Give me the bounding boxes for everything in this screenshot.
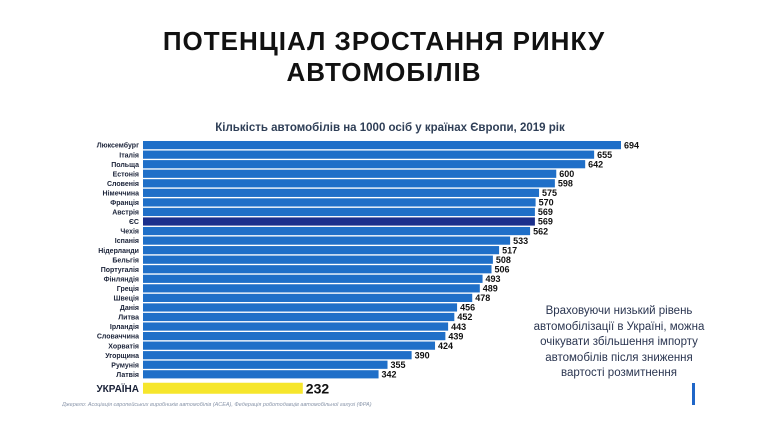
- category-label: Румунія: [111, 361, 139, 369]
- bar-19: [143, 322, 449, 331]
- category-label: Чехія: [120, 228, 139, 236]
- value-label: 478: [475, 293, 490, 303]
- value-label: 355: [391, 360, 406, 370]
- category-label: УКРАЇНА: [96, 382, 139, 395]
- bar-2: [143, 160, 586, 169]
- category-label: Словаччина: [97, 334, 139, 341]
- category-label: Іспанія: [115, 237, 139, 245]
- value-label: 642: [588, 159, 603, 169]
- accent-bar: [692, 383, 695, 405]
- category-label: Португалія: [101, 266, 139, 274]
- value-label: 390: [415, 350, 430, 360]
- value-label: 600: [559, 169, 574, 179]
- bar-13: [143, 265, 492, 274]
- category-label: Хорватія: [108, 342, 139, 350]
- value-label: 424: [438, 341, 453, 351]
- category-label: Італія: [119, 151, 139, 159]
- bar-17: [143, 303, 458, 312]
- value-label: 489: [483, 284, 498, 294]
- category-label: Франція: [110, 199, 139, 207]
- bar-0: [143, 141, 621, 150]
- value-label: 575: [542, 188, 557, 198]
- category-label: Німеччина: [103, 189, 140, 197]
- note-text: Враховуючи низький рівень автомобілізаці…: [533, 305, 705, 379]
- value-label: 452: [457, 312, 472, 322]
- bar-14: [143, 274, 483, 283]
- category-label: Ірландія: [110, 323, 139, 331]
- bar-1: [143, 150, 595, 159]
- category-label: Фінляндія: [104, 275, 139, 283]
- bar-25: [143, 382, 303, 394]
- category-label: Угорщина: [105, 353, 139, 360]
- category-label: Словенія: [107, 180, 139, 188]
- bar-6: [143, 198, 536, 207]
- category-label: Естонія: [113, 170, 139, 178]
- page-title: ПОТЕНЦІАЛ ЗРОСТАННЯ РИНКУ АВТОМОБІЛІВ: [0, 26, 768, 88]
- bar-18: [143, 312, 455, 322]
- category-label: Бельгія: [112, 256, 139, 264]
- value-label: 506: [495, 264, 510, 274]
- value-label: 562: [533, 226, 548, 236]
- bar-4: [143, 179, 555, 188]
- category-label: Данія: [120, 304, 139, 312]
- category-label: Литва: [118, 315, 139, 322]
- value-label: 508: [496, 255, 511, 265]
- value-label: 569: [538, 217, 553, 227]
- category-label: Швеція: [114, 295, 139, 303]
- category-label: ЄС: [129, 219, 139, 226]
- bar-8: [143, 217, 535, 226]
- category-label: Австрія: [112, 209, 139, 217]
- bar-5: [143, 188, 540, 197]
- bar-10: [143, 236, 511, 245]
- value-label: 342: [382, 370, 397, 380]
- bar-15: [143, 284, 480, 293]
- bar-22: [143, 351, 412, 360]
- value-label: 517: [502, 245, 517, 255]
- source-footnote: Джерело: Асоціація європейських виробник…: [62, 402, 372, 408]
- value-label: 655: [597, 150, 612, 160]
- value-label: 569: [538, 207, 553, 217]
- category-label: Польща: [111, 162, 139, 169]
- bar-24: [143, 370, 379, 379]
- bar-21: [143, 341, 436, 350]
- page-title-line-2: АВТОМОБІЛІВ: [286, 57, 482, 87]
- value-label: 232: [306, 380, 330, 396]
- bar-11: [143, 246, 500, 255]
- category-label: Нідерланди: [98, 247, 139, 255]
- bar-23: [143, 360, 388, 369]
- value-label: 443: [451, 322, 466, 332]
- bar-20: [143, 332, 446, 341]
- bar-12: [143, 255, 493, 264]
- chart-title: Кількість автомобілів на 1000 осіб у кра…: [215, 122, 565, 134]
- category-label: Люксембург: [97, 142, 139, 150]
- value-label: 456: [460, 303, 475, 313]
- value-label: 439: [448, 331, 463, 341]
- page-title-line-1: ПОТЕНЦІАЛ ЗРОСТАННЯ РИНКУ: [162, 26, 606, 56]
- value-label: 570: [539, 198, 554, 208]
- bar-9: [143, 226, 531, 236]
- category-label: Латвія: [116, 371, 139, 379]
- bar-7: [143, 207, 535, 217]
- value-label: 598: [558, 179, 573, 189]
- bar-16: [143, 293, 473, 302]
- value-label: 694: [624, 140, 639, 150]
- bar-3: [143, 169, 557, 178]
- value-label: 533: [513, 236, 528, 246]
- category-label: Греція: [117, 285, 139, 293]
- value-label: 493: [486, 274, 501, 284]
